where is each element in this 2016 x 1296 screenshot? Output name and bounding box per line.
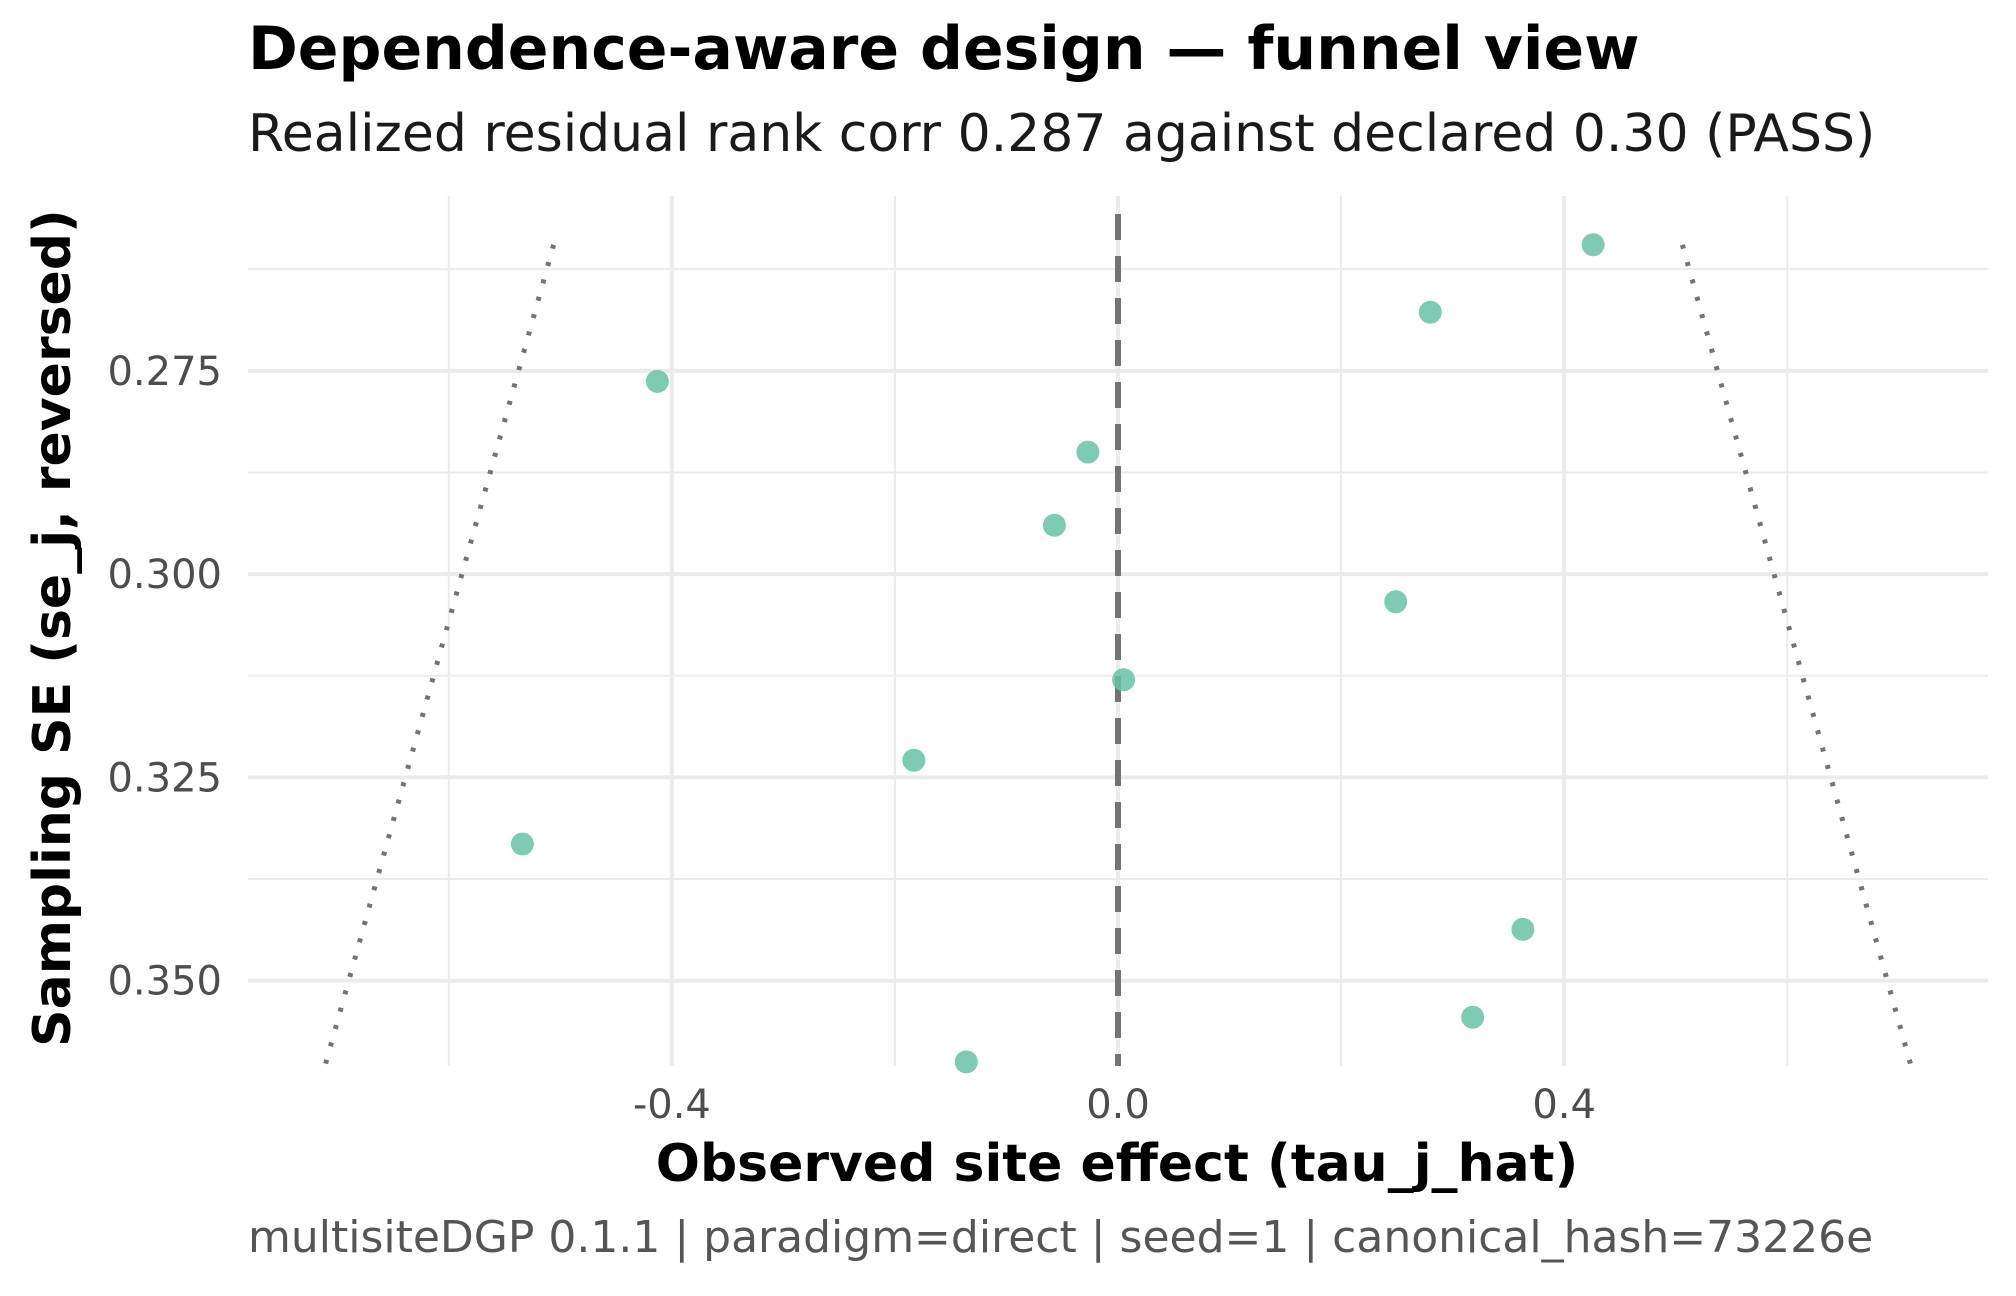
data-point (645, 369, 669, 393)
chart-caption: multisiteDGP 0.1.1 | paradigm=direct | s… (248, 1212, 1874, 1263)
data-point (1076, 440, 1100, 464)
data-point (1581, 233, 1605, 257)
x-axis-title: Observed site effect (tau_j_hat) (656, 1134, 1579, 1194)
data-point (954, 1050, 978, 1074)
data-point (1112, 668, 1136, 692)
y-axis-ticks: 0.275 0.300 0.325 0.350 (107, 349, 222, 1005)
chart-subtitle: Realized residual rank corr 0.287 agains… (248, 104, 1876, 164)
y-tick-label: 0.325 (107, 755, 222, 801)
data-point (1384, 590, 1408, 614)
y-tick-label: 0.350 (107, 959, 222, 1005)
y-tick-label: 0.275 (107, 349, 222, 395)
funnel-left-bound (322, 244, 557, 1067)
data-point (1418, 300, 1442, 324)
funnel-right-bound (1679, 244, 1914, 1067)
data-point (1042, 513, 1066, 537)
x-tick-label: -0.4 (633, 1082, 711, 1128)
x-tick-label: 0.4 (1532, 1082, 1596, 1128)
data-point (1511, 917, 1535, 941)
data-point (1461, 1005, 1485, 1029)
chart-title: Dependence-aware design — funnel view (248, 14, 1640, 84)
data-point (510, 832, 534, 856)
data-point (902, 748, 926, 772)
y-axis-title: Sampling SE (se_j, reversed) (23, 209, 83, 1047)
data-points (510, 233, 1605, 1074)
y-tick-label: 0.300 (107, 552, 222, 598)
x-tick-label: 0.0 (1086, 1082, 1150, 1128)
x-axis-ticks: -0.4 0.0 0.4 (633, 1082, 1596, 1128)
